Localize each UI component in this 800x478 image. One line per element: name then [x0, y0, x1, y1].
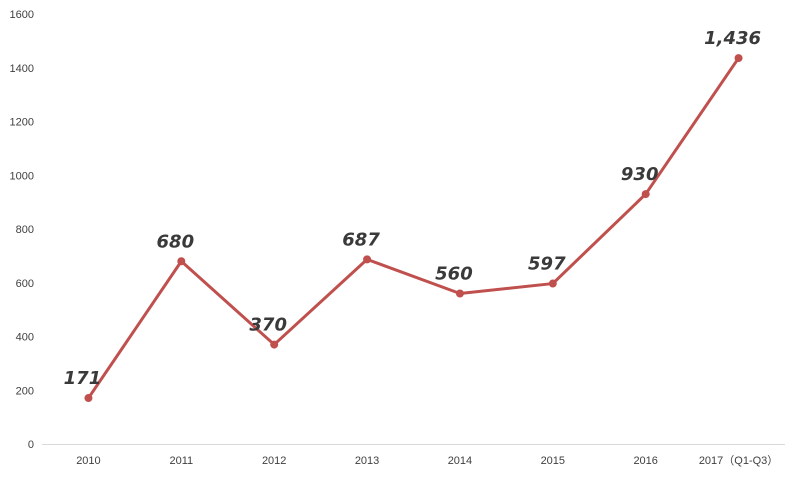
- y-tick-label: 800: [16, 224, 34, 236]
- y-tick-label: 1000: [10, 170, 34, 182]
- y-tick-label: 600: [16, 278, 34, 290]
- data-label: 687: [342, 229, 380, 250]
- x-tick-label: 2016: [633, 455, 657, 467]
- x-tick-label: 2010: [76, 455, 100, 467]
- data-labels: 171 680 370 687 560 597 930 1,436: [64, 28, 761, 389]
- y-tick-label: 400: [16, 332, 34, 344]
- y-tick-label: 1400: [10, 63, 34, 75]
- x-tick-label: 2017（Q1-Q3）: [699, 454, 778, 467]
- data-point: [270, 340, 279, 349]
- x-axis-ticks: 2010 2011 2012 2013 2014 2015 2016 2017（Q1-Q3）: [76, 454, 778, 467]
- data-point: [177, 257, 186, 266]
- y-axis-ticks: 0 200 400 600 800 1000 1200 1400 1600: [10, 9, 34, 451]
- data-point: [548, 279, 557, 288]
- series-line: [86, 56, 741, 400]
- data-point: [84, 394, 93, 403]
- x-tick-label: 2013: [355, 455, 379, 467]
- data-label: 930: [621, 164, 659, 185]
- data-point: [363, 255, 372, 264]
- x-tick-label: 2012: [262, 455, 286, 467]
- data-label: 560: [435, 264, 473, 285]
- y-tick-label: 1200: [10, 117, 34, 129]
- series-group: [84, 54, 743, 403]
- data-label: 597: [528, 254, 566, 275]
- data-point: [734, 54, 743, 63]
- data-point: [455, 289, 464, 298]
- y-tick-label: 0: [28, 439, 34, 451]
- x-tick-label: 2014: [448, 455, 472, 467]
- x-tick-label: 2015: [541, 455, 565, 467]
- data-label: 1,436: [704, 28, 761, 49]
- data-label: 680: [157, 231, 195, 252]
- y-tick-label: 200: [16, 385, 34, 397]
- data-label: 171: [64, 368, 102, 389]
- data-label: 370: [249, 315, 287, 336]
- x-tick-label: 2011: [169, 455, 193, 467]
- y-tick-label: 1600: [10, 9, 34, 21]
- data-point: [641, 190, 650, 199]
